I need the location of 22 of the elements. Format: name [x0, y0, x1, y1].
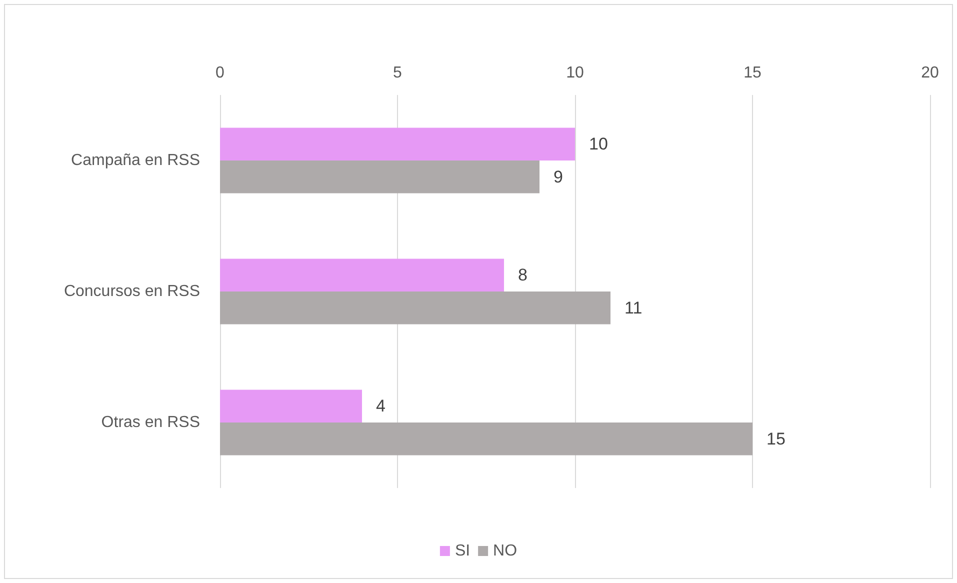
data-label: 8: [518, 266, 528, 285]
legend-label: SI: [454, 542, 470, 560]
bar: [220, 258, 504, 292]
y-tick-label: Otras en RSS: [101, 414, 200, 431]
data-label: 9: [554, 167, 563, 186]
data-label: 4: [376, 396, 386, 416]
x-tick-label: 0: [216, 64, 225, 82]
data-label: 10: [589, 134, 608, 154]
bar: [220, 292, 610, 324]
data-label: 11: [624, 298, 642, 318]
bar: [220, 390, 362, 422]
x-tick-label: 10: [566, 64, 584, 82]
bar: [220, 128, 575, 160]
x-tick-label: 5: [393, 64, 402, 82]
y-tick-label: Concursos en RSS: [64, 283, 200, 300]
data-label: 15: [766, 429, 786, 448]
legend-label: NO: [493, 542, 518, 560]
bar: [220, 160, 540, 194]
y-tick-label: Campaña en RSS: [71, 152, 200, 169]
bar: [220, 422, 752, 456]
x-tick-label: 20: [921, 64, 939, 82]
x-tick-label: 15: [744, 64, 762, 82]
